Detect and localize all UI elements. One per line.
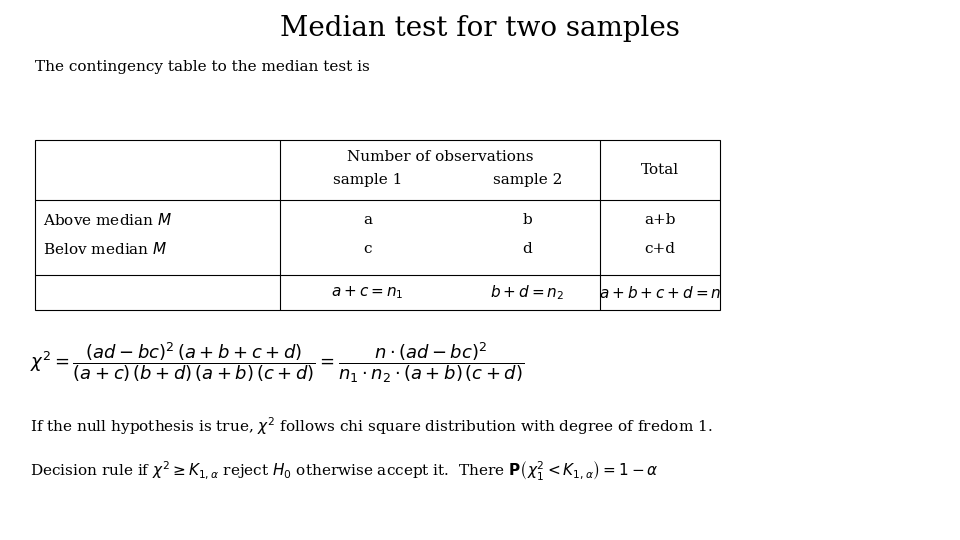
Text: Above median $M$: Above median $M$ [43,212,172,228]
Text: $a+b+c+d=n$: $a+b+c+d=n$ [599,285,721,300]
Text: a+b: a+b [644,213,676,227]
Text: Total: Total [641,163,679,177]
Text: The contingency table to the median test is: The contingency table to the median test… [35,60,370,74]
Text: If the null hypothesis is true, $\chi^2$ follows chi square distribution with de: If the null hypothesis is true, $\chi^2$… [30,415,712,437]
Text: c+d: c+d [644,242,676,256]
Text: c: c [363,242,372,256]
Text: Decision rule if $\chi^2 \geq K_{1,\alpha}$ reject $H_0$ otherwise accept it.  T: Decision rule if $\chi^2 \geq K_{1,\alph… [30,460,659,483]
Text: Number of observations: Number of observations [347,150,533,164]
Text: Median test for two samples: Median test for two samples [280,15,680,42]
Text: sample 1: sample 1 [333,173,402,187]
Text: $\chi^2 = \dfrac{(ad - bc)^2\,(a + b + c + d)}{(a+c)\,(b+d)\,(a+b)\,(c+d)} = \df: $\chi^2 = \dfrac{(ad - bc)^2\,(a + b + c… [30,340,524,384]
Text: a: a [363,213,372,227]
Bar [35,140,720,310]
Text: $a+c=n_1$: $a+c=n_1$ [331,284,404,301]
Text: b: b [522,213,533,227]
Text: d: d [522,242,533,256]
Text: $b+d=n_2$: $b+d=n_2$ [491,283,564,302]
Text: Belov median $M$: Belov median $M$ [43,241,167,256]
Text: sample 2: sample 2 [492,173,563,187]
